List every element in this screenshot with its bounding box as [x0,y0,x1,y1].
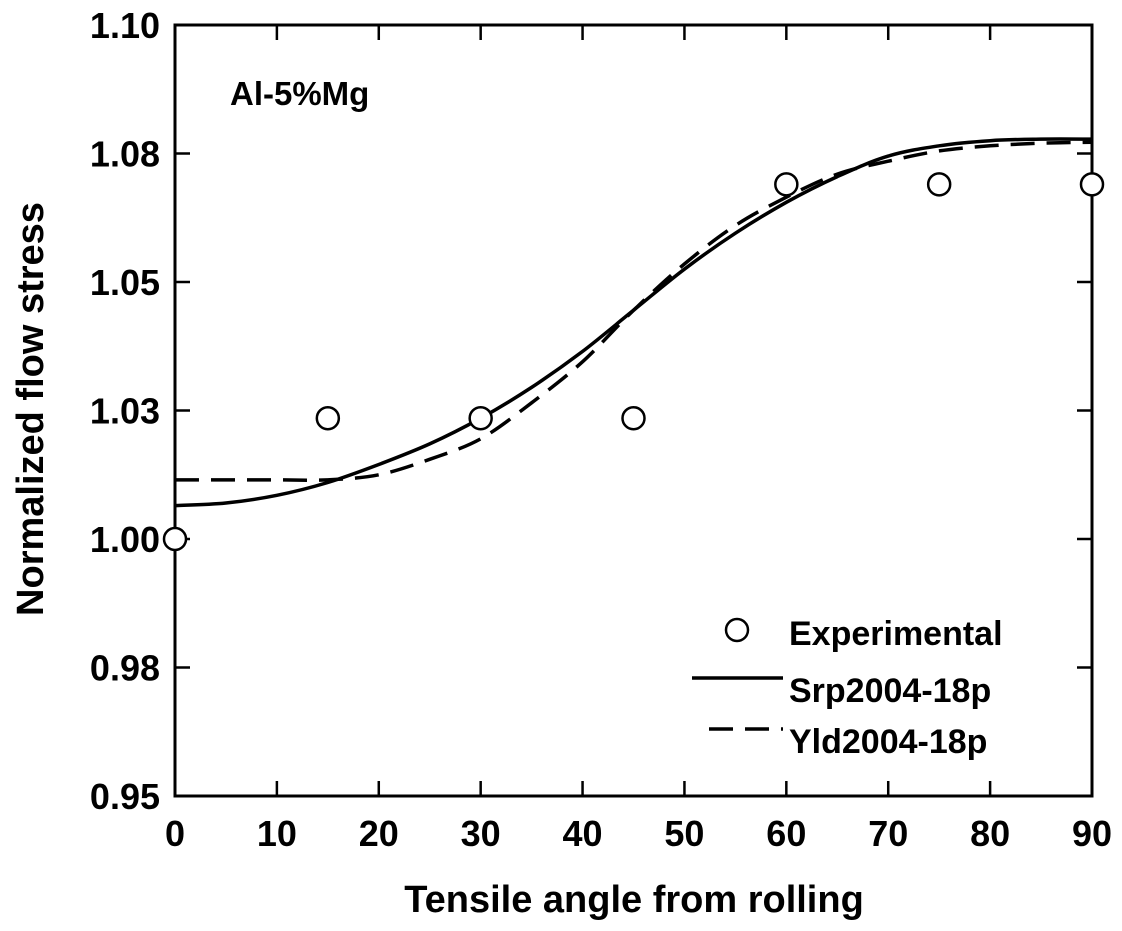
y-tick-label: 1.10 [90,5,160,46]
series-line-srp2004-18p [174,137,1093,508]
legend-label-yld2004-18p: Yld2004-18p [789,723,987,761]
x-tick-label: 10 [257,813,297,854]
y-tick-label: 1.03 [90,391,160,432]
y-tick-labels: 0.95 0.98 1.00 1.03 1.05 1.08 1.10 [90,5,160,817]
data-point-experimental [1079,172,1105,197]
x-axis-title: Tensile angle from rolling [404,879,864,921]
series-lines [174,137,1093,508]
data-point-experimental [926,172,952,197]
x-tick-labels: 0 10 20 30 40 50 60 70 80 90 [165,813,1112,854]
legend-marker-experimental [724,617,750,643]
data-point-experimental [621,405,646,431]
data-point-experimental [774,172,799,197]
y-tick-label: 1.00 [90,519,160,560]
series-markers [162,172,1105,552]
y-tick-label: 0.95 [90,776,160,817]
legend-label-experimental: Experimental [789,615,1003,653]
x-tick-label: 70 [868,813,908,854]
legend-label-srp2004-18p: Srp2004-18p [789,672,991,710]
x-tick-label: 20 [359,813,399,854]
x-tick-label: 60 [766,813,806,854]
legend: Experimental Srp2004-18p Yld2004-18p [692,615,1003,761]
material-annotation: Al-5%Mg [230,75,369,112]
y-tick-label: 1.08 [90,134,160,175]
data-point-experimental [468,405,493,431]
data-point-experimental [315,405,341,431]
y-tick-label: 1.05 [90,262,160,303]
x-tick-label: 80 [970,813,1010,854]
data-point-experimental [162,526,188,552]
x-tick-label: 30 [461,813,501,854]
x-tick-label: 50 [664,813,704,854]
y-tick-label: 0.98 [90,648,160,689]
series-line-yld2004-18p [175,140,1093,483]
x-tick-label: 40 [563,813,603,854]
x-tick-label: 90 [1072,813,1112,854]
y-axis-title: Normalized flow stress [10,202,52,616]
axis-ticks [173,23,1094,798]
x-tick-label: 0 [165,813,185,854]
